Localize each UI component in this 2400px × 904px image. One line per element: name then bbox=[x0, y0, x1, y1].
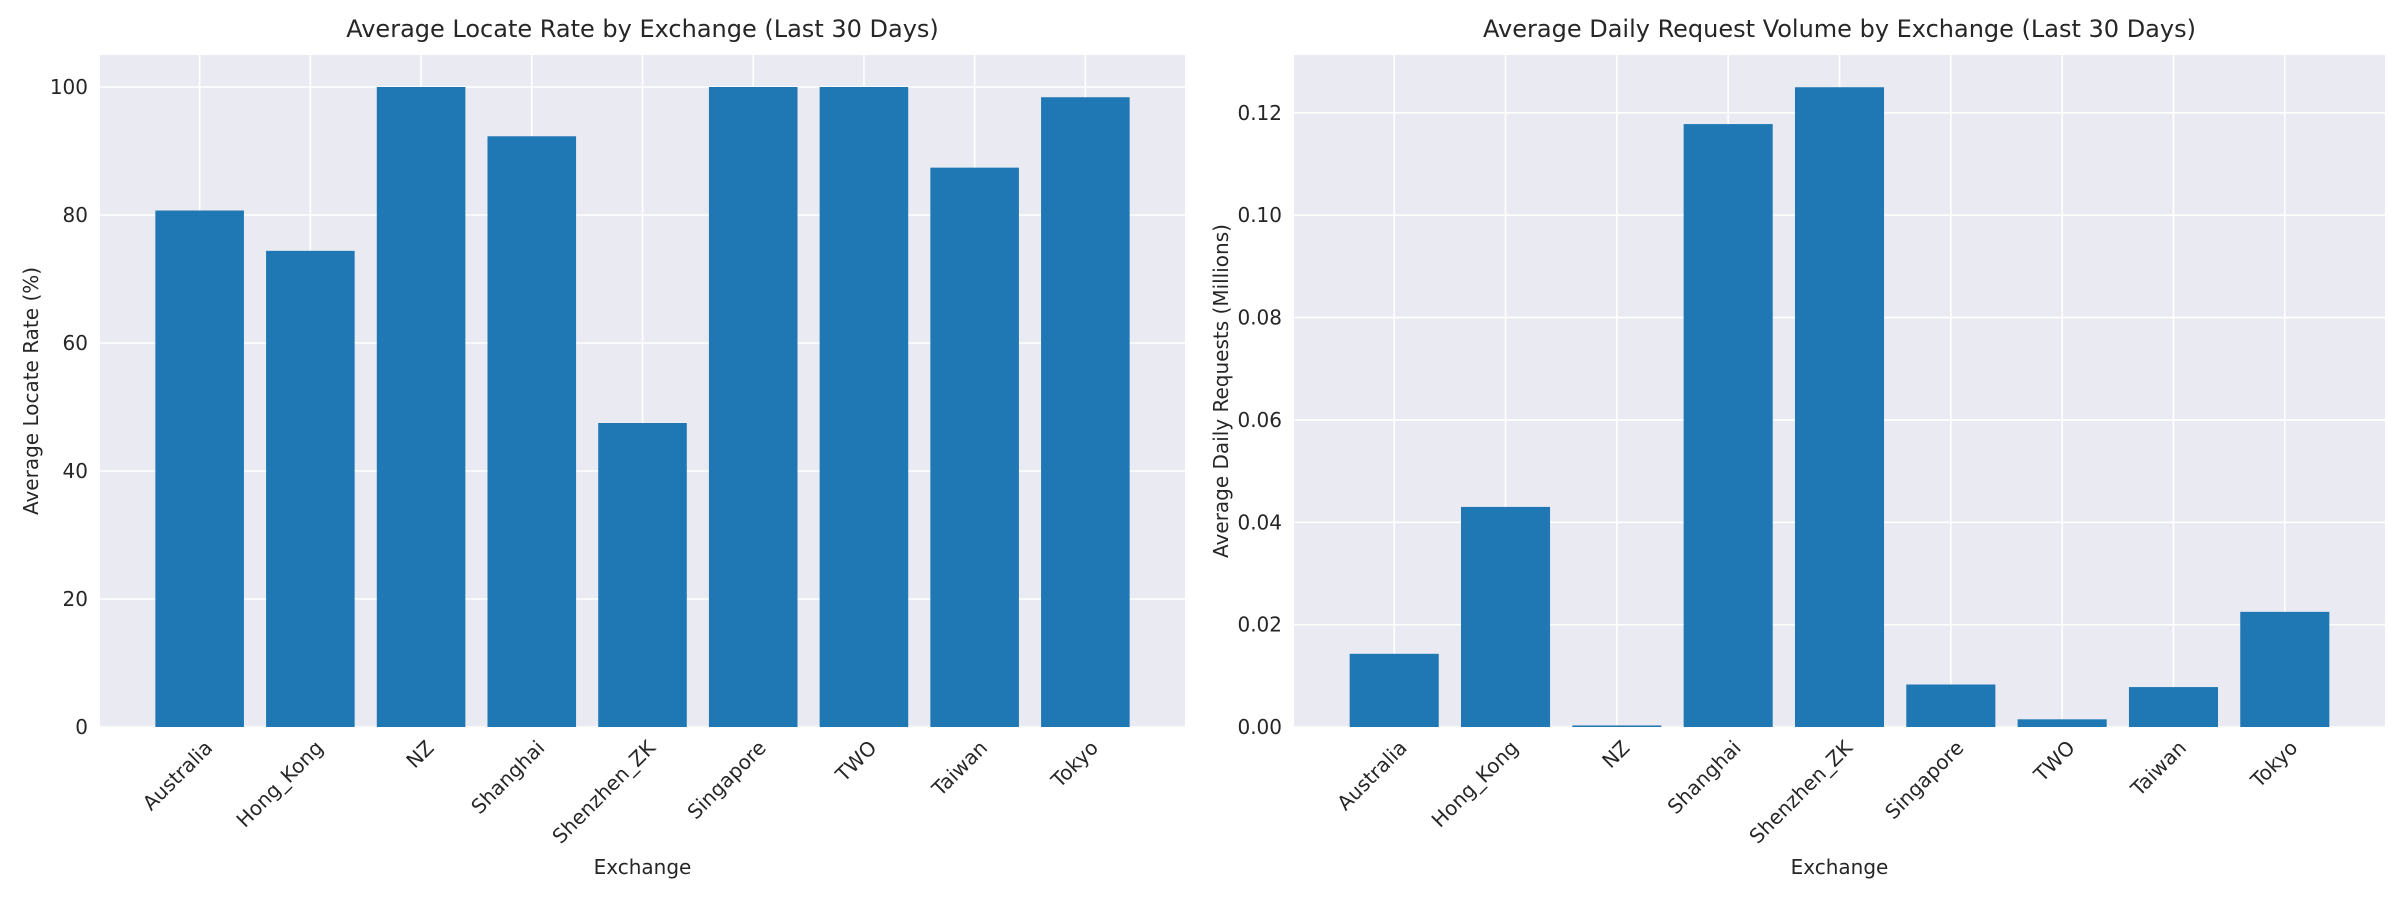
bar-hong-kong bbox=[1460, 506, 1551, 727]
x-tick-label: Shenzhen_ZK bbox=[1744, 735, 1857, 848]
bar-tokyo bbox=[2240, 611, 2330, 727]
y-tick-label: 0.12 bbox=[1237, 101, 1282, 125]
x-tick-label: Shenzhen_ZK bbox=[547, 735, 660, 848]
bar-shanghai bbox=[487, 136, 577, 727]
bar-australia bbox=[155, 210, 244, 727]
y-tick-label: 100 bbox=[50, 75, 88, 99]
x-tick-label: Shanghai bbox=[466, 736, 549, 819]
chart-title: Average Daily Request Volume by Exchange… bbox=[1483, 15, 2196, 43]
bar-hong-kong bbox=[266, 250, 355, 727]
bar-shenzhen-zk bbox=[1794, 87, 1885, 727]
x-tick-label: Australia bbox=[1332, 736, 1412, 816]
x-tick-label: Shanghai bbox=[1663, 736, 1746, 819]
y-axis-label: Average Daily Requests (Millions) bbox=[1209, 224, 1233, 558]
y-tick-label: 0.02 bbox=[1237, 613, 1282, 637]
chart-title: Average Locate Rate by Exchange (Last 30… bbox=[346, 15, 939, 43]
x-axis-label: Exchange bbox=[594, 855, 692, 879]
y-tick-label: 0 bbox=[75, 715, 88, 739]
bar-singapore bbox=[708, 87, 798, 727]
x-tick-label: Tokyo bbox=[2245, 736, 2302, 793]
locate-rate-chart: 0 20 40 60 80 100 Australia Hong_Kong NZ Shangha… bbox=[19, 15, 1185, 879]
x-tick-label: Australia bbox=[138, 736, 218, 816]
x-tick-label: Taiwan bbox=[2125, 736, 2191, 802]
y-tick-label: 0.08 bbox=[1237, 306, 1282, 330]
bars bbox=[155, 87, 1130, 728]
x-axis-label: Exchange bbox=[1791, 855, 1889, 879]
bar-nz bbox=[376, 87, 466, 727]
x-tick-label: NZ bbox=[1597, 736, 1634, 773]
bar-singapore bbox=[1906, 684, 1996, 727]
request-volume-chart: 0.00 0.02 0.04 0.06 0.08 0.10 0.12 Australia Ho… bbox=[1209, 15, 2385, 879]
bar-taiwan bbox=[930, 167, 1019, 727]
y-tick-label: 0.06 bbox=[1237, 408, 1282, 432]
y-tick-label: 60 bbox=[63, 331, 88, 355]
y-tick-labels: 0 20 40 60 80 100 bbox=[50, 75, 88, 739]
x-tick-label: Taiwan bbox=[926, 736, 992, 802]
bar-two bbox=[2017, 719, 2107, 727]
x-tick-label: NZ bbox=[401, 736, 438, 773]
bar-two bbox=[819, 87, 909, 727]
x-tick-label: Hong_Kong bbox=[231, 736, 327, 832]
y-tick-label: 0.04 bbox=[1237, 510, 1282, 534]
bar-taiwan bbox=[2128, 687, 2219, 727]
x-tick-label: Singapore bbox=[682, 736, 770, 824]
x-tick-label: TWO bbox=[830, 736, 881, 787]
y-tick-label: 80 bbox=[63, 203, 88, 227]
y-tick-label: 0.00 bbox=[1237, 715, 1282, 739]
y-tick-label: 20 bbox=[63, 587, 88, 611]
x-tick-label: Hong_Kong bbox=[1427, 736, 1523, 832]
bar-shanghai bbox=[1683, 124, 1773, 727]
y-axis-label: Average Locate Rate (%) bbox=[19, 267, 43, 515]
bar-nz bbox=[1572, 725, 1662, 727]
x-tick-label: TWO bbox=[2028, 736, 2079, 787]
bar-australia bbox=[1349, 653, 1439, 727]
bars bbox=[1349, 87, 2330, 727]
bar-tokyo bbox=[1041, 97, 1130, 728]
x-tick-label: Tokyo bbox=[1046, 736, 1103, 793]
y-tick-label: 0.10 bbox=[1237, 203, 1282, 227]
bar-shenzhen-zk bbox=[598, 423, 687, 727]
x-tick-label: Singapore bbox=[1880, 736, 1968, 824]
y-tick-labels: 0.00 0.02 0.04 0.06 0.08 0.10 0.12 bbox=[1237, 101, 1282, 739]
y-tick-label: 40 bbox=[63, 459, 88, 483]
